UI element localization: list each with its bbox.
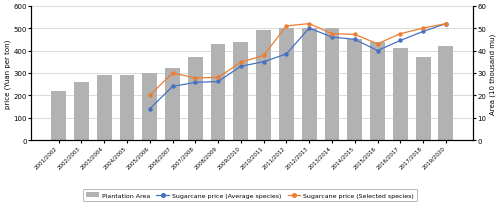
Bar bbox=[74, 83, 89, 141]
Sugarcane price (Selected species) bbox=[170, 72, 175, 75]
Sugarcane price (Average species) bbox=[284, 53, 290, 56]
Y-axis label: price (Yuan per ton): price (Yuan per ton) bbox=[4, 39, 10, 108]
Bar bbox=[210, 45, 226, 141]
Sugarcane price (Average species) bbox=[398, 40, 404, 42]
Sugarcane price (Average species) bbox=[170, 86, 175, 88]
Legend: Plantation Area, Sugarcane price (Average species), Sugarcane price (Selected sp: Plantation Area, Sugarcane price (Averag… bbox=[83, 189, 417, 201]
Sugarcane price (Selected species) bbox=[215, 77, 221, 79]
Sugarcane price (Average species) bbox=[238, 66, 244, 68]
Bar bbox=[370, 42, 385, 141]
Sugarcane price (Average species) bbox=[352, 39, 358, 41]
Bar bbox=[97, 76, 112, 141]
Bar bbox=[416, 58, 430, 141]
Sugarcane price (Selected species) bbox=[284, 26, 290, 28]
Bar bbox=[256, 31, 271, 141]
Sugarcane price (Selected species) bbox=[398, 33, 404, 36]
Bar bbox=[393, 49, 407, 141]
Sugarcane price (Average species) bbox=[306, 28, 312, 30]
Sugarcane price (Selected species) bbox=[374, 43, 380, 46]
Sugarcane price (Selected species) bbox=[352, 34, 358, 37]
Bar bbox=[51, 91, 66, 141]
Sugarcane price (Average species) bbox=[146, 108, 152, 111]
Sugarcane price (Average species) bbox=[374, 50, 380, 52]
Bar bbox=[348, 40, 362, 141]
Line: Sugarcane price (Selected species): Sugarcane price (Selected species) bbox=[148, 23, 448, 98]
Sugarcane price (Selected species) bbox=[192, 77, 198, 80]
Bar bbox=[438, 47, 454, 141]
Bar bbox=[165, 69, 180, 141]
Line: Sugarcane price (Average species): Sugarcane price (Average species) bbox=[148, 23, 448, 111]
Sugarcane price (Selected species) bbox=[238, 62, 244, 64]
Bar bbox=[188, 58, 202, 141]
Sugarcane price (Selected species) bbox=[329, 33, 335, 36]
Y-axis label: Area (10 thousand mu): Area (10 thousand mu) bbox=[490, 33, 496, 114]
Sugarcane price (Selected species) bbox=[443, 23, 449, 26]
Sugarcane price (Average species) bbox=[192, 82, 198, 84]
Sugarcane price (Selected species) bbox=[146, 95, 152, 97]
Sugarcane price (Average species) bbox=[329, 37, 335, 39]
Bar bbox=[324, 29, 340, 141]
Sugarcane price (Average species) bbox=[420, 31, 426, 33]
Bar bbox=[234, 42, 248, 141]
Sugarcane price (Selected species) bbox=[420, 28, 426, 30]
Sugarcane price (Average species) bbox=[260, 61, 266, 64]
Sugarcane price (Selected species) bbox=[260, 55, 266, 57]
Bar bbox=[302, 29, 316, 141]
Sugarcane price (Average species) bbox=[215, 81, 221, 83]
Bar bbox=[142, 74, 157, 141]
Bar bbox=[279, 29, 294, 141]
Sugarcane price (Selected species) bbox=[306, 23, 312, 26]
Sugarcane price (Average species) bbox=[443, 23, 449, 26]
Bar bbox=[120, 76, 134, 141]
